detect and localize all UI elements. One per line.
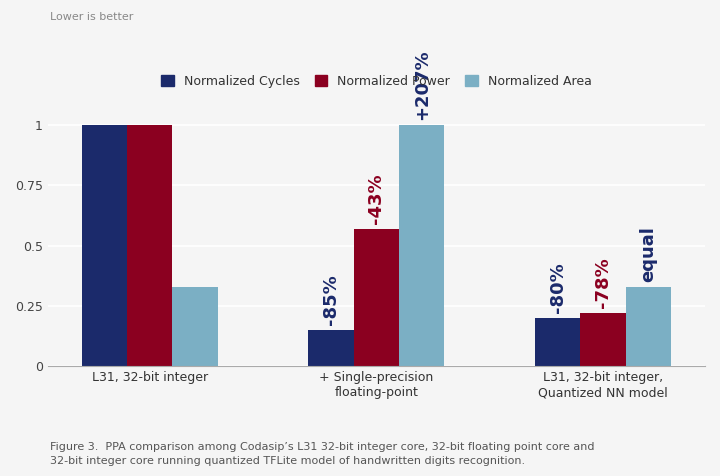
Bar <box>354 228 399 366</box>
Bar <box>535 318 580 366</box>
Bar <box>399 125 444 366</box>
Text: -78%: -78% <box>594 258 612 308</box>
Bar <box>173 287 218 366</box>
Text: -80%: -80% <box>549 262 567 313</box>
Text: Figure 3.  PPA comparison among Codasip’s L31 32-bit integer core, 32-bit floati: Figure 3. PPA comparison among Codasip’s… <box>50 442 595 466</box>
Legend: Normalized Cycles, Normalized Power, Normalized Area: Normalized Cycles, Normalized Power, Nor… <box>156 70 596 93</box>
Bar <box>308 330 354 366</box>
Text: Lower is better: Lower is better <box>50 12 134 22</box>
Text: -43%: -43% <box>367 173 385 224</box>
Bar <box>626 287 671 366</box>
Bar <box>127 125 173 366</box>
Bar <box>82 125 127 366</box>
Text: -85%: -85% <box>322 275 340 325</box>
Text: +207%: +207% <box>413 50 431 120</box>
Bar <box>580 313 626 366</box>
Text: equal: equal <box>639 226 657 282</box>
